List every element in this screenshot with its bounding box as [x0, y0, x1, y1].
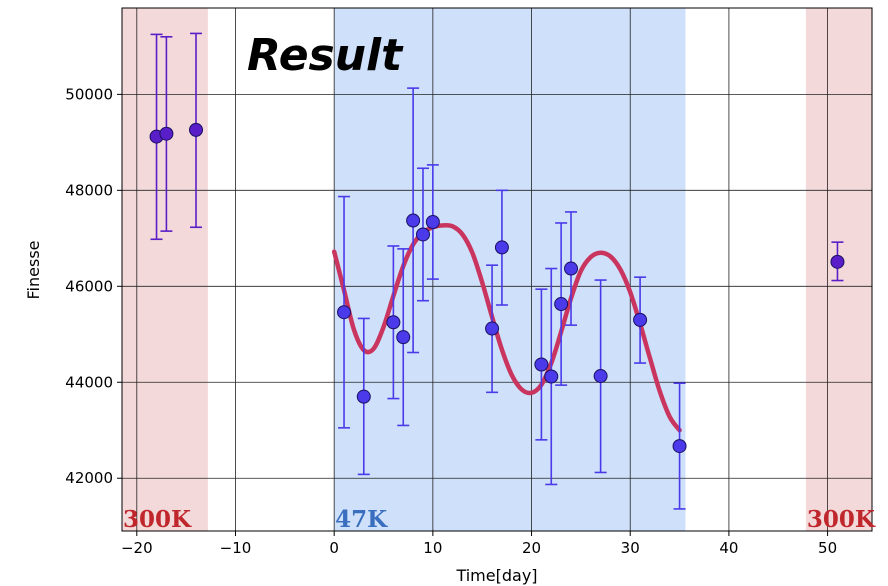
marker-3	[337, 305, 352, 320]
fit-curve-layer	[331, 222, 682, 433]
data-point-9	[425, 164, 440, 280]
data-point-11	[494, 189, 509, 306]
x-axis-label: Time[day]	[455, 566, 537, 585]
region-band-2	[805, 8, 872, 531]
marker-2	[189, 122, 204, 137]
marker-13	[544, 369, 559, 384]
chart-title: Result	[247, 30, 404, 81]
fit-curve	[331, 222, 682, 433]
region-label-0: 300K	[123, 506, 192, 533]
marker-17	[633, 312, 648, 327]
x-tick-label-5: 30	[621, 539, 640, 557]
region-band-0	[122, 8, 208, 531]
marker-10	[485, 321, 500, 336]
data-point-18	[672, 382, 687, 510]
data-points-layer	[149, 32, 845, 510]
marker-7	[406, 213, 421, 228]
data-point-2	[189, 32, 204, 229]
data-point-7	[406, 87, 421, 354]
data-point-17	[633, 276, 648, 364]
marker-11	[494, 240, 509, 255]
temperature-regions	[122, 8, 872, 531]
marker-14	[554, 297, 569, 312]
marker-5	[386, 315, 401, 330]
y-tick-label-3: 48000	[65, 181, 113, 199]
plot-frame	[121, 7, 873, 532]
data-point-8	[415, 167, 430, 302]
region-label-1: 47K	[335, 506, 388, 533]
y-axis-label: Finesse	[24, 241, 43, 300]
data-point-5	[386, 245, 401, 400]
data-point-14	[554, 222, 569, 386]
marker-1	[159, 126, 174, 141]
data-point-3	[337, 195, 352, 429]
marker-6	[396, 330, 411, 345]
data-point-4	[356, 317, 371, 476]
x-tick-label-4: 20	[522, 539, 541, 557]
x-tick-label-6: 40	[719, 539, 738, 557]
marker-8	[415, 227, 430, 242]
data-point-19	[830, 241, 845, 282]
x-tick-label-0: −20	[121, 539, 153, 557]
data-point-16	[593, 279, 608, 474]
x-axis-ticks: −20 −10 0 10 20 30 40 50	[121, 531, 837, 557]
data-point-13	[544, 267, 559, 486]
grid-lines	[122, 8, 872, 531]
data-point-12	[534, 288, 549, 441]
data-point-6	[396, 248, 411, 427]
y-tick-label-0: 42000	[65, 469, 113, 487]
y-tick-label-2: 46000	[65, 277, 113, 295]
region-band-1	[334, 8, 686, 531]
y-tick-label-4: 50000	[65, 85, 113, 103]
x-tick-label-3: 10	[423, 539, 442, 557]
marker-16	[593, 369, 608, 384]
marker-15	[564, 261, 579, 276]
x-tick-label-1: −10	[220, 539, 252, 557]
y-tick-label-1: 44000	[65, 373, 113, 391]
y-axis-ticks: 42000 44000 46000 48000 50000	[65, 85, 122, 487]
marker-18	[672, 439, 687, 454]
x-tick-label-7: 50	[818, 539, 837, 557]
marker-12	[534, 357, 549, 372]
x-tick-label-2: 0	[329, 539, 339, 557]
marker-4	[356, 389, 371, 404]
data-point-10	[485, 264, 500, 394]
region-labels: 300K 47K 300K	[123, 506, 876, 533]
data-point-1	[159, 35, 174, 232]
region-label-2: 300K	[807, 506, 876, 533]
data-point-15	[564, 211, 579, 326]
marker-9	[425, 214, 440, 229]
marker-19	[830, 254, 845, 269]
